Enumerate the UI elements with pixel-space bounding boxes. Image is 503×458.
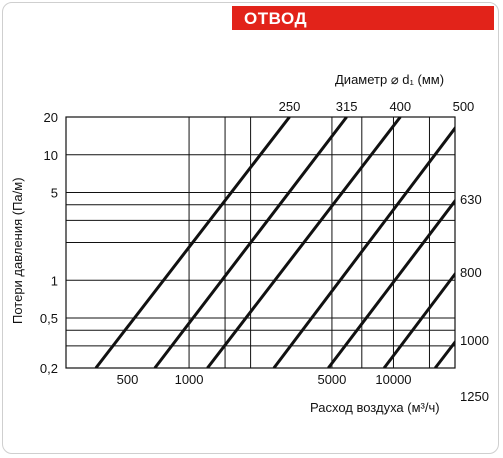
x-tick-label: 500 (117, 372, 139, 387)
y-tick-label: 5 (51, 186, 58, 201)
series-line-315 (153, 117, 348, 368)
y-tick-label: 20 (44, 110, 58, 125)
series-line-400 (206, 117, 402, 368)
series-line-800 (382, 271, 455, 368)
y-tick-label: 10 (44, 148, 58, 163)
series-line-1250 (478, 117, 503, 368)
diameter-axis-label: Диаметр ⌀ d₁ (мм) (335, 72, 444, 87)
x-tick-label: 5000 (317, 372, 346, 387)
diameter-label-250: 250 (279, 99, 301, 114)
series-line-250 (94, 117, 291, 368)
diameter-label-630: 630 (460, 192, 482, 207)
diameter-label-400: 400 (389, 99, 411, 114)
series-line-630 (327, 198, 455, 368)
plot-area (65, 116, 456, 369)
diameter-label-1250: 1250 (460, 389, 489, 404)
diameter-labels: 250 315 400 500 630 800 1000 1250 (279, 99, 489, 404)
y-tick-label: 1 (51, 273, 58, 288)
x-tick-label: 10000 (375, 372, 411, 387)
x-axis-label: Расход воздуха (м³/ч) (310, 400, 440, 415)
page-title: ОТВОД (244, 9, 308, 28)
diameter-label-1000: 1000 (460, 333, 489, 348)
series-lines (94, 117, 503, 368)
x-tick-label: 1000 (175, 372, 204, 387)
header-bar: ОТВОД (232, 6, 494, 30)
series-line-500 (272, 125, 455, 368)
diameter-label-500: 500 (453, 99, 475, 114)
tick-labels: 500 1000 5000 10000 0,2 0,5 1 5 10 20 (40, 110, 412, 387)
y-tick-label: 0,5 (40, 311, 58, 326)
y-axis-label: Потери давления (Па/м) (10, 177, 25, 324)
diameter-label-800: 800 (460, 265, 482, 280)
diameter-label-315: 315 (336, 99, 358, 114)
y-tick-label: 0,2 (40, 361, 58, 376)
